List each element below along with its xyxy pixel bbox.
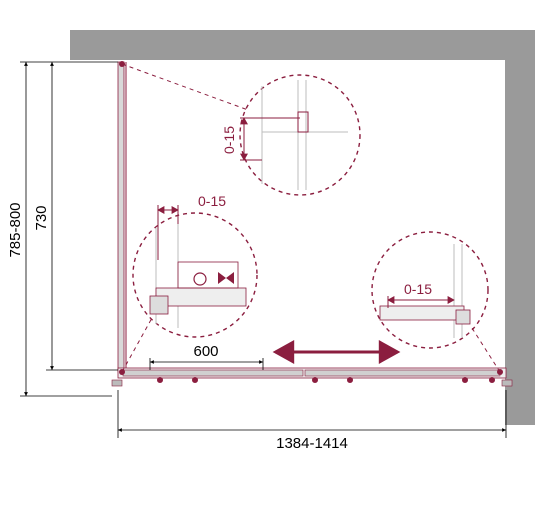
dim-overall-height: 785-800	[7, 62, 118, 396]
glass-post	[118, 62, 124, 372]
dim-inner-height: 730	[33, 62, 118, 370]
dim-door-width: 600	[150, 343, 263, 370]
dim-overall-width: 1384-1414	[118, 390, 506, 452]
wall-top	[70, 30, 535, 60]
dim-overall-width-label: 1384-1414	[276, 435, 348, 452]
detail-left: 0-15	[122, 193, 257, 372]
corner-node-top	[119, 61, 125, 67]
bottom-track	[112, 368, 512, 386]
corner-node-br	[497, 369, 503, 375]
detail-top-label: 0-15	[221, 126, 237, 154]
detail-top: 0-15	[122, 64, 360, 195]
corner-node-bl	[119, 369, 125, 375]
dim-door-width-label: 600	[193, 343, 218, 360]
dim-inner-height-label: 730	[33, 205, 50, 230]
wall-right	[505, 30, 535, 425]
dim-overall-height-label: 785-800	[7, 202, 24, 257]
detail-right-label: 0-15	[404, 281, 432, 297]
detail-left-label: 0-15	[198, 193, 226, 209]
